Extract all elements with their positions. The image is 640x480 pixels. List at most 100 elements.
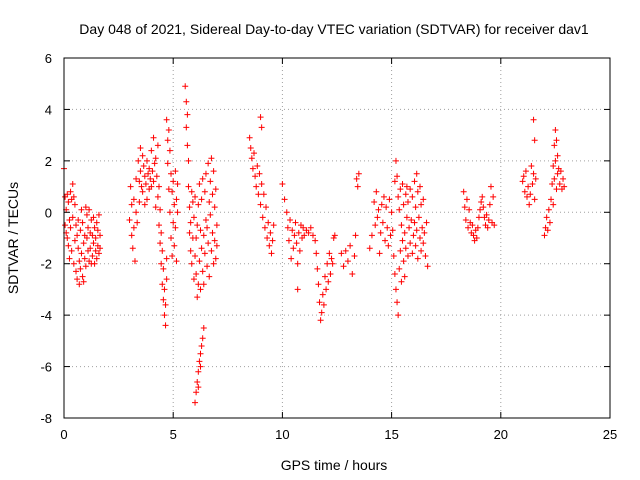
data-point [398, 278, 405, 285]
data-point [162, 301, 169, 308]
data-point [463, 196, 470, 203]
data-point [141, 173, 148, 180]
data-point [198, 245, 205, 252]
data-point [406, 224, 413, 231]
data-point [285, 237, 292, 244]
data-point [192, 193, 199, 200]
data-point [89, 253, 96, 259]
data-point [92, 247, 99, 254]
data-point [74, 276, 81, 283]
data-point [174, 181, 181, 187]
data-point [79, 219, 86, 226]
data-point [93, 219, 100, 226]
data-point [66, 255, 73, 262]
data-point [195, 368, 202, 375]
data-point [283, 209, 290, 216]
data-point [87, 245, 94, 252]
data-point [71, 201, 78, 208]
data-point [69, 181, 76, 187]
data-point [188, 188, 195, 195]
x-tick-label: 10 [275, 427, 289, 442]
data-point [159, 281, 166, 288]
data-point [160, 265, 167, 272]
data-point [190, 214, 197, 221]
data-point [382, 237, 389, 244]
data-point [284, 224, 291, 231]
data-point [186, 204, 193, 211]
data-point [139, 188, 146, 195]
data-point [183, 98, 190, 105]
data-point [190, 276, 197, 283]
data-point [128, 201, 135, 208]
y-tick-label: 2 [45, 154, 52, 169]
data-point [210, 260, 217, 267]
data-point [380, 193, 387, 200]
data-point [521, 188, 528, 195]
data-point [130, 224, 137, 231]
data-point [202, 170, 209, 177]
data-point [326, 250, 333, 257]
data-point [136, 178, 143, 185]
data-point [141, 201, 148, 208]
data-point [67, 224, 74, 231]
data-point [197, 363, 204, 370]
data-point [526, 201, 533, 208]
y-tick-label: -4 [40, 308, 52, 323]
data-point [173, 258, 180, 265]
data-point [487, 183, 494, 190]
data-point [65, 242, 72, 249]
data-point [95, 211, 102, 218]
chart-title: Day 048 of 2021, Sidereal Day-to-day VTE… [79, 21, 589, 37]
data-point [519, 178, 526, 185]
data-point [184, 111, 191, 118]
data-point [157, 206, 164, 213]
data-point [422, 253, 429, 259]
data-point [543, 214, 550, 221]
data-point [129, 245, 136, 252]
data-point [460, 188, 467, 195]
data-point [289, 227, 296, 234]
data-point [78, 250, 85, 257]
data-point [133, 175, 140, 182]
data-point [324, 260, 331, 267]
data-point [198, 343, 205, 349]
data-point [197, 350, 204, 357]
data-point [342, 247, 349, 254]
data-point [257, 201, 264, 208]
data-point [195, 201, 202, 208]
data-point [397, 247, 404, 254]
data-point [386, 196, 393, 203]
data-point [194, 379, 201, 385]
data-point [152, 204, 159, 211]
data-point [168, 235, 175, 241]
data-point [373, 188, 380, 195]
data-point [557, 168, 564, 175]
data-point [97, 232, 104, 239]
data-point [68, 247, 75, 254]
x-axis-label: GPS time / hours [281, 457, 388, 473]
data-point [344, 258, 351, 265]
data-point [375, 206, 382, 213]
data-point [70, 260, 77, 267]
data-point [183, 124, 190, 131]
data-point [130, 196, 137, 203]
data-point [94, 227, 101, 234]
data-point [209, 191, 216, 198]
data-point [152, 155, 159, 162]
data-point [211, 204, 218, 211]
data-point [420, 196, 427, 203]
y-axis-label: SDTVAR / TECUs [5, 182, 21, 294]
data-point [251, 150, 258, 157]
data-point [378, 201, 385, 208]
data-point [207, 178, 214, 185]
data-point [470, 232, 477, 239]
data-point [390, 253, 397, 259]
data-point [65, 199, 72, 205]
data-point [400, 201, 407, 208]
data-point [529, 181, 536, 187]
data-point [199, 335, 206, 342]
data-point [95, 250, 102, 257]
data-point [66, 217, 73, 223]
data-point [313, 250, 320, 257]
data-point [398, 222, 405, 229]
